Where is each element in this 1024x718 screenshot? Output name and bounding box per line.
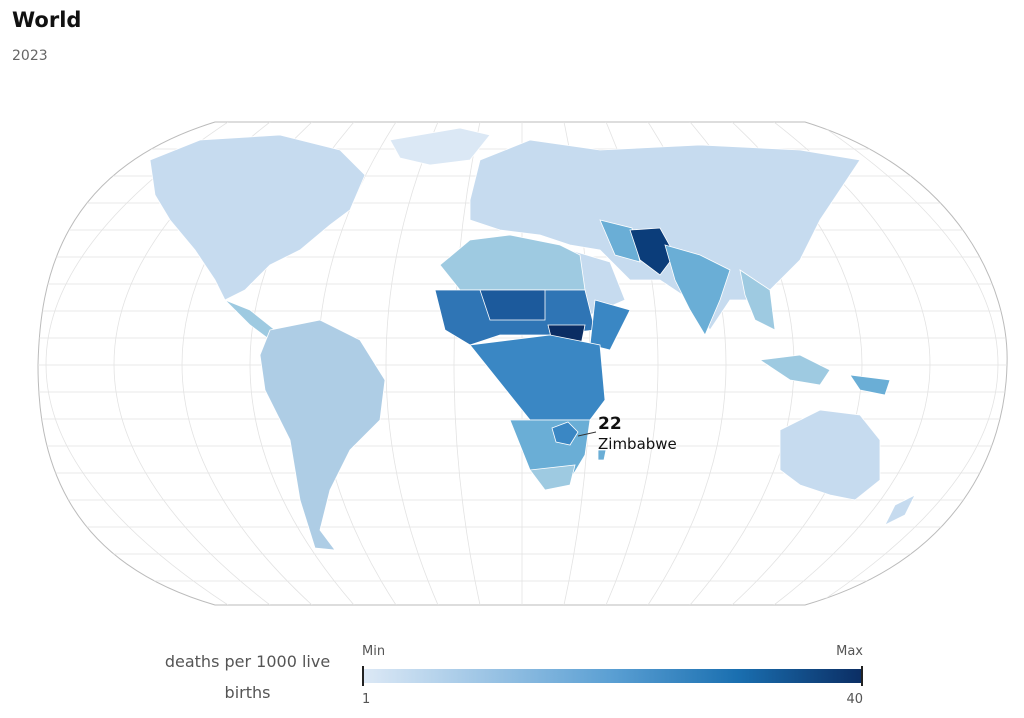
niger-chad bbox=[479, 289, 546, 321]
madagascar bbox=[597, 449, 607, 461]
meridian bbox=[815, 122, 999, 605]
meridian bbox=[45, 122, 229, 605]
new-zealand bbox=[884, 494, 916, 526]
indonesia bbox=[758, 354, 831, 386]
title: World bbox=[12, 8, 81, 32]
north-america bbox=[149, 134, 366, 301]
south-america bbox=[259, 319, 386, 551]
legend-min: 1 bbox=[362, 692, 370, 707]
legend-gradient bbox=[362, 669, 863, 683]
legend-max: 40 bbox=[846, 692, 863, 707]
horn-of-africa bbox=[589, 299, 631, 351]
central-africa bbox=[469, 334, 606, 421]
legend-min-label: Min bbox=[362, 644, 385, 659]
callout-value: 22 bbox=[598, 414, 622, 434]
india bbox=[664, 244, 731, 336]
callout-label: Zimbabwe bbox=[598, 435, 677, 453]
subtitle: 2023 bbox=[12, 48, 48, 64]
pakistan bbox=[629, 227, 676, 276]
countries bbox=[149, 127, 916, 551]
callout-line bbox=[577, 431, 597, 437]
meridian bbox=[773, 122, 931, 605]
zimbabwe[interactable] bbox=[551, 421, 579, 446]
southeast-asia bbox=[739, 269, 776, 331]
meridian bbox=[385, 122, 439, 605]
greenland bbox=[389, 127, 491, 166]
meridian bbox=[453, 122, 481, 605]
australia bbox=[779, 409, 881, 501]
south-africa bbox=[529, 464, 576, 491]
legend-title: deaths per 1000 live births bbox=[164, 652, 331, 702]
legend-max-label: Max bbox=[836, 644, 863, 659]
papua-new-guinea bbox=[849, 374, 891, 396]
